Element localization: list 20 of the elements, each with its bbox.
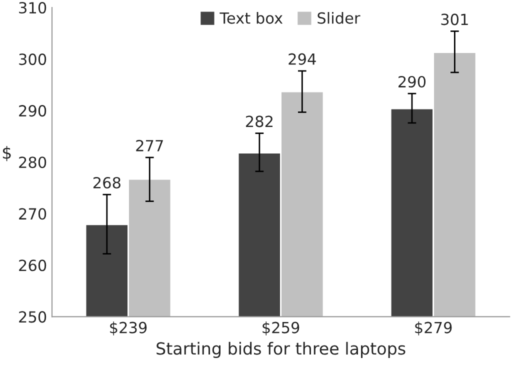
data-label: 282 bbox=[246, 116, 272, 128]
data-label: 268 bbox=[93, 176, 120, 189]
x-tick-label: $279 bbox=[415, 322, 452, 336]
y-axis-title: $ bbox=[2, 146, 11, 162]
y-tick-label: 280 bbox=[19, 156, 46, 168]
data-label: 277 bbox=[136, 140, 163, 152]
legend-label: Slider bbox=[318, 12, 360, 24]
x-tick-label: $259 bbox=[262, 322, 300, 336]
y-tick-label: 290 bbox=[19, 105, 46, 117]
y-tick-label: 260 bbox=[19, 260, 46, 272]
data-label: 294 bbox=[288, 53, 316, 65]
y-tick-label: 300 bbox=[19, 54, 46, 66]
data-label: 290 bbox=[398, 76, 426, 88]
data-label: 301 bbox=[441, 14, 468, 26]
y-tick-label: 310 bbox=[19, 2, 46, 14]
x-axis-title: Starting bids for three laptops bbox=[156, 342, 406, 358]
y-tick-label: 270 bbox=[19, 208, 46, 220]
legend-label: Text box bbox=[220, 12, 283, 24]
y-tick-label: 250 bbox=[19, 311, 46, 323]
x-tick-label: $239 bbox=[110, 322, 147, 336]
